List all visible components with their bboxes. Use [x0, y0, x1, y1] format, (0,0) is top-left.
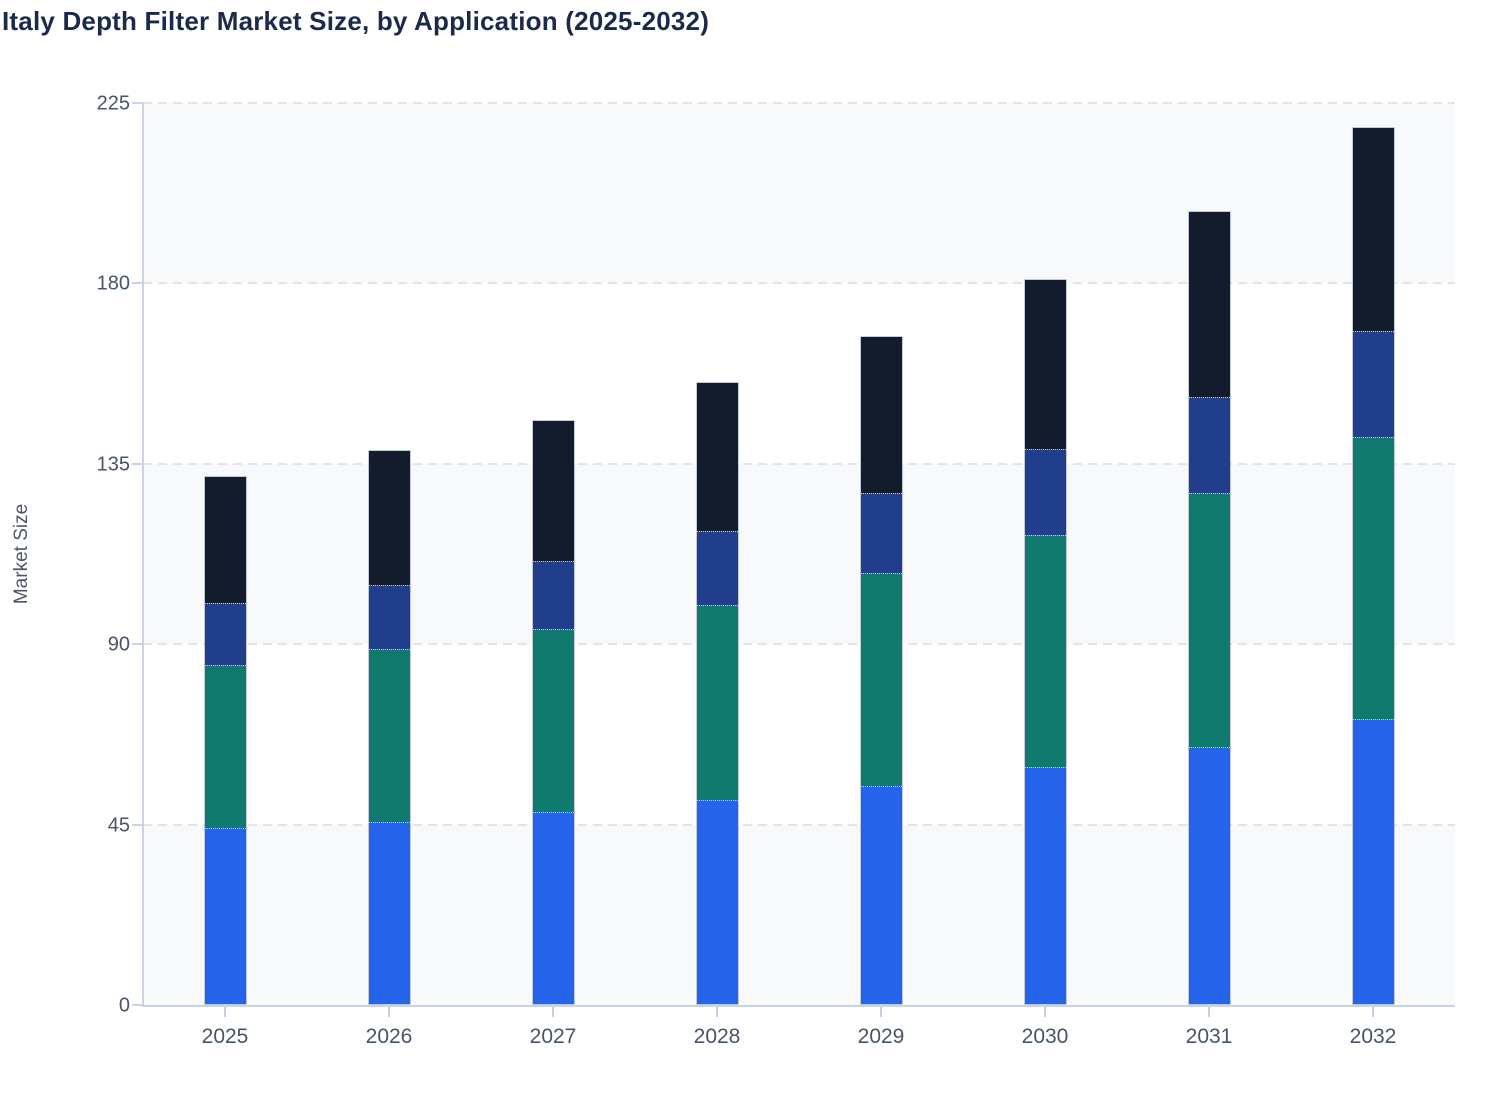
bar-segment-series-2	[1024, 534, 1066, 768]
gridline-90	[143, 643, 1455, 646]
x-tick-mark	[224, 1007, 226, 1017]
x-tick-mark	[552, 1007, 554, 1017]
x-tick-label-2030: 2030	[1021, 1025, 1069, 1048]
y-tick-mark	[132, 1004, 143, 1006]
x-tick-mark	[1208, 1007, 1210, 1017]
gridline-135	[143, 462, 1455, 465]
bar-group-2025	[203, 475, 247, 1005]
bar-group-2029	[859, 335, 903, 1005]
bar-segment-series-4	[368, 450, 410, 586]
x-tick-label-2031: 2031	[1185, 1025, 1233, 1048]
bar-group-2030	[1023, 279, 1067, 1005]
gridline-225	[143, 102, 1455, 104]
bar-segment-series-3	[204, 603, 246, 666]
bar-segment-series-4	[1024, 280, 1066, 449]
bar-segment-series-1	[368, 821, 410, 1004]
bar-segment-series-2	[204, 665, 246, 828]
y-tick-mark	[132, 282, 143, 285]
bar-segment-series-3	[696, 530, 738, 606]
x-tick-label-2027: 2027	[529, 1025, 577, 1048]
bar-segment-series-4	[1188, 212, 1230, 397]
gridline-180	[143, 282, 1455, 285]
bar-segment-series-3	[860, 492, 902, 574]
bar-segment-series-4	[204, 476, 246, 604]
bar-segment-series-2	[696, 605, 738, 800]
bar-segment-series-2	[368, 649, 410, 822]
bar-segment-series-1	[860, 785, 902, 1004]
bar-segment-series-3	[368, 585, 410, 650]
bar-segment-series-4	[532, 420, 574, 562]
x-tick-mark	[716, 1007, 718, 1017]
bar-segment-series-1	[1352, 719, 1394, 1004]
bar-group-2031	[1187, 211, 1231, 1005]
gridline-45	[143, 823, 1455, 826]
bar-segment-series-2	[1188, 492, 1230, 748]
y-tick-label: 45	[107, 814, 130, 837]
bar-segment-series-1	[696, 799, 738, 1004]
x-tick-mark	[1044, 1007, 1046, 1017]
bar-segment-series-4	[860, 336, 902, 493]
y-axis-line	[142, 103, 144, 1007]
bar-segment-series-4	[696, 382, 738, 531]
bar-segment-series-1	[1188, 747, 1230, 1004]
x-tick-label-2028: 2028	[693, 1025, 741, 1048]
bar-group-2028	[695, 381, 739, 1005]
bar-segment-series-3	[1188, 396, 1230, 493]
y-tick-label: 90	[107, 633, 130, 656]
x-tick-mark	[388, 1007, 390, 1017]
bar-segment-series-1	[532, 811, 574, 1004]
bar-group-2032	[1351, 127, 1395, 1005]
plot-area	[143, 102, 1455, 1005]
y-tick-mark	[132, 102, 143, 104]
bar-segment-series-3	[1352, 330, 1394, 437]
y-tick-label: 180	[96, 272, 130, 295]
y-axis-title: Market Size	[11, 503, 32, 605]
bar-group-2026	[367, 449, 411, 1005]
bar-segment-series-2	[1352, 436, 1394, 720]
x-tick-mark	[1372, 1007, 1374, 1017]
x-tick-mark	[880, 1007, 882, 1017]
x-tick-label-2032: 2032	[1349, 1025, 1397, 1048]
bar-group-2027	[531, 419, 575, 1005]
x-tick-label-2026: 2026	[365, 1025, 413, 1048]
y-tick-label: 225	[96, 92, 130, 115]
x-tick-label-2029: 2029	[857, 1025, 905, 1048]
y-tick-label: 0	[118, 994, 130, 1017]
y-tick-mark	[132, 462, 143, 465]
x-axis-line	[142, 1005, 1455, 1007]
y-tick-mark	[132, 643, 143, 646]
y-tick-mark	[132, 823, 143, 826]
bar-segment-series-4	[1352, 128, 1394, 331]
bar-segment-series-2	[860, 573, 902, 786]
bar-segment-series-3	[532, 561, 574, 630]
bar-segment-series-2	[532, 629, 574, 812]
chart-title: Italy Depth Filter Market Size, by Appli…	[2, 6, 710, 36]
y-tick-label: 135	[96, 453, 130, 476]
bar-segment-series-1	[1024, 767, 1066, 1004]
x-tick-label-2025: 2025	[201, 1025, 249, 1048]
bar-segment-series-3	[1024, 448, 1066, 535]
bar-segment-series-1	[204, 827, 246, 1004]
